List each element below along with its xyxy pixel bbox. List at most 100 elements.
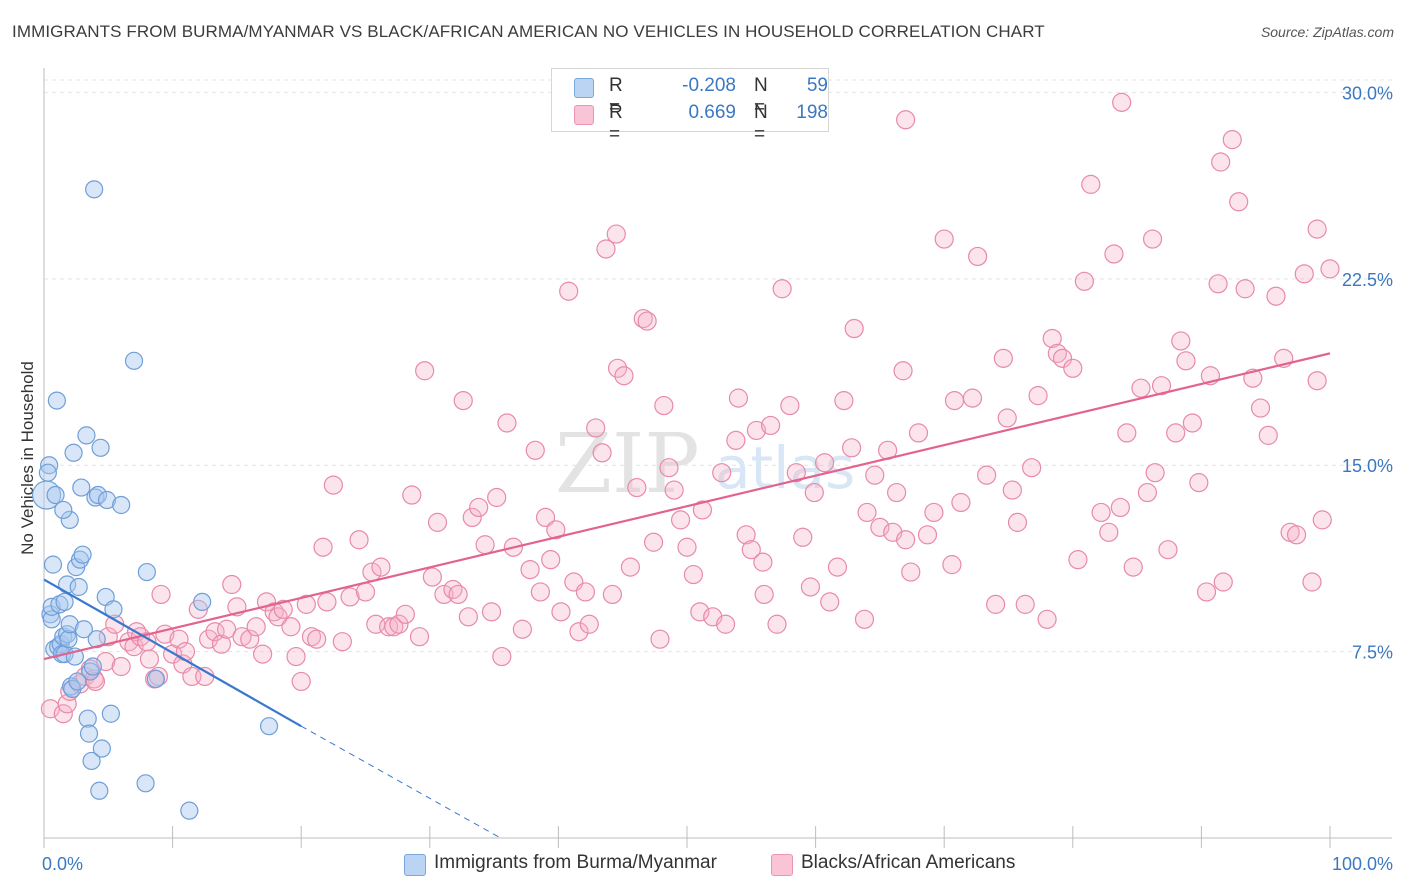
blue-point [259,717,279,736]
tick-labels: 7.5% 15.0% 22.5% 30.0% 0.0% 100.0% [42,83,1393,874]
blue-point [79,724,99,743]
pink-point [620,557,641,577]
pink-point [865,465,885,485]
pink-point [1104,244,1124,264]
pink-point [1042,328,1062,349]
blue-point [112,495,131,515]
pink-point [286,646,306,667]
pink-point [1266,286,1286,306]
pink-point [1235,279,1255,299]
pink-point [800,577,821,597]
pink-point [1117,423,1137,443]
r-value: -0.208 [682,75,736,96]
pink-point [520,559,540,580]
pink-point [205,622,225,642]
pink-point [962,388,983,408]
pink-point [820,592,840,612]
blue-point [46,485,65,505]
blue-point [47,391,66,410]
n-label: N = [754,102,768,145]
pink-point [422,567,442,587]
pink-point [569,622,589,642]
pink-point [1142,229,1163,249]
pink-point [736,525,756,545]
source-credit: Source: ZipAtlas.com [1260,24,1394,40]
blue-series-points [31,180,279,820]
blue-point [137,562,156,582]
blue-point [83,657,102,676]
pink-point [175,642,196,662]
pink-point [313,537,333,557]
pink-point [535,507,556,528]
pink-point [1145,463,1165,483]
pink-point [643,532,664,552]
pink-point [1110,497,1130,518]
pink-point [1151,376,1172,396]
pink-point [606,224,626,244]
pink-point [415,361,435,381]
pink-point [1286,525,1307,545]
pink-point [917,525,938,545]
pink-point [607,358,628,378]
pink-point [409,627,430,647]
r-value: 0.669 [688,102,736,123]
pink-point [753,552,773,572]
pink-point [448,584,468,605]
pink-point [111,656,131,677]
correlation-legend: R = -0.208 N = 59 R = 0.669 N = 198 [551,68,829,145]
pink-point [754,584,774,605]
pink-point [637,311,657,331]
pink-point [896,110,916,130]
y-tick-label: 7.5% [1352,643,1393,663]
pink-point [1099,522,1119,542]
pink-point [273,599,293,619]
pink-point [211,634,232,654]
blue-point [55,592,74,612]
pink-point [1068,550,1088,570]
pink-point [692,500,713,520]
pink-point [530,582,550,602]
chart-title: IMMIGRANTS FROM BURMA/MYANMAR VS BLACK/A… [12,22,1045,41]
pink-point [371,557,391,577]
blue-point [40,456,59,475]
pink-point [301,627,322,647]
pink-point [893,361,913,381]
pink-point [683,564,704,585]
pink-point [323,475,343,495]
pink-series-points [40,92,1340,724]
pink-point [650,629,670,649]
pink-point [592,443,612,463]
pink-point [57,694,77,714]
pink-point [1123,557,1143,577]
pink-point [1294,264,1314,284]
blue-trend-line [43,578,302,728]
pink-point [60,681,80,701]
pink-point [148,666,169,687]
pink-point [951,492,971,513]
pink-point [842,438,862,458]
pink-point [1171,331,1191,351]
pink-point [772,279,792,299]
pink-point [475,535,495,555]
blue-point [43,555,63,574]
pink-point [993,348,1013,368]
pink-point [760,415,781,436]
pink-point [151,584,171,605]
pink-point [98,627,118,647]
pink-point [1320,259,1340,279]
pink-point [469,497,489,518]
pink-point [664,480,684,500]
blue-point [54,500,73,520]
pink-point [53,704,73,724]
y-tick-label: 30.0% [1342,83,1393,103]
blue-point [86,488,105,507]
blue-point [64,443,83,462]
pink-point [1312,510,1332,530]
blue-point [68,672,87,691]
pink-point [384,617,404,637]
pink-point [1063,358,1083,378]
pink-point [968,246,988,267]
blue-point [42,610,61,629]
pink-point [139,649,160,669]
pink-point [934,229,954,249]
